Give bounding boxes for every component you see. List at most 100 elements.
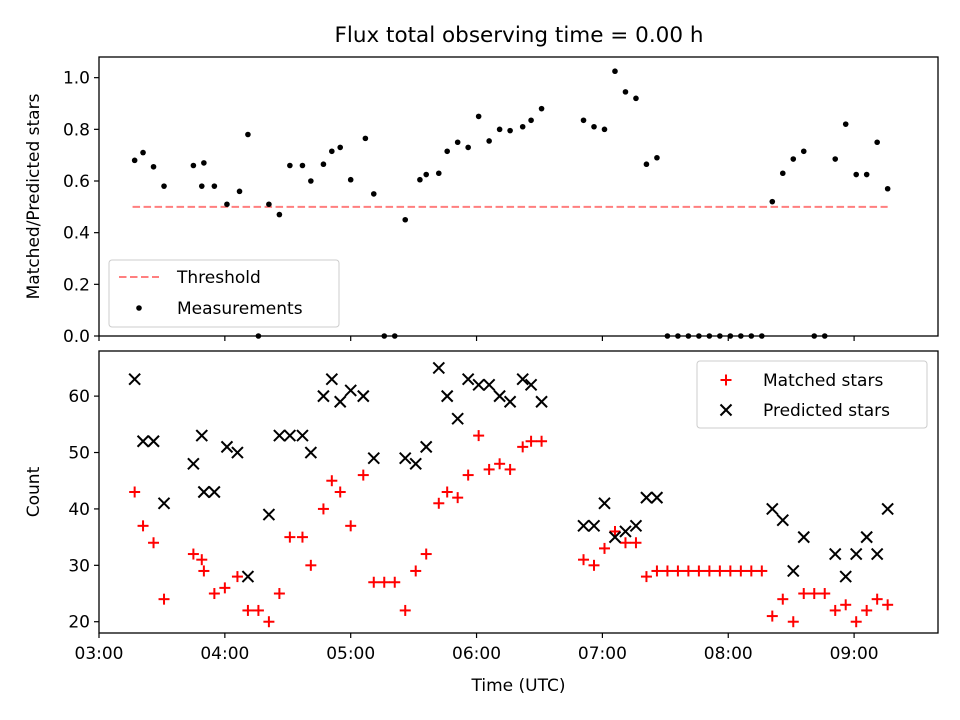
measurement-point (266, 201, 272, 208)
y-axis-label: Matched/Predicted stars (24, 93, 44, 299)
predicted-point (598, 497, 611, 510)
matched-point (452, 492, 464, 504)
matched-point (517, 441, 529, 453)
y-tick-label: 30 (68, 556, 90, 576)
matched-point (504, 463, 516, 475)
ratio-marks (131, 68, 891, 339)
predicted-point-b (860, 530, 873, 544)
measurement-point (475, 113, 482, 120)
predicted-point-b (829, 547, 842, 561)
matched-point (819, 588, 831, 600)
matched-point (317, 503, 329, 515)
predicted-point (451, 412, 464, 425)
measurement-point (347, 176, 354, 183)
predicted-point-b (241, 570, 255, 583)
predicted-point (317, 389, 330, 403)
x-tick-label: 05:00 (326, 644, 375, 664)
legend-box (696, 360, 928, 429)
predicted-point-b (881, 502, 894, 516)
matched-point (473, 430, 485, 442)
predicted-point-b (608, 530, 622, 544)
predicted-point (220, 440, 234, 454)
predicted-point-b (870, 547, 884, 561)
predicted-point-b (432, 361, 446, 375)
matched-point (798, 588, 810, 600)
matched-point (410, 565, 422, 577)
matched-point (536, 435, 548, 447)
x-tick-label: 07:00 (578, 644, 627, 664)
predicted-point (503, 395, 517, 408)
matched-point (137, 520, 149, 532)
matched-point (296, 531, 308, 543)
predicted-point (231, 446, 244, 459)
ratio-panel: 0.0 0.2 0.4 0.6 0.8 1.0 Matched/Predicted star… (24, 56, 939, 347)
matched-point (808, 588, 820, 600)
matched-point (368, 576, 380, 588)
measurement-point (370, 191, 377, 197)
series-measurements (131, 68, 891, 339)
measurement-point (287, 162, 293, 169)
matched-point (598, 542, 610, 554)
predicted-point (325, 372, 339, 386)
matched-point (420, 548, 432, 560)
legend-predicted-label: Predicted stars (763, 401, 890, 421)
matched-point (756, 565, 768, 577)
matched-point (777, 593, 789, 605)
predicted-point (147, 435, 160, 448)
matched-point (861, 604, 873, 616)
predicted-point (608, 530, 622, 544)
measurement-point (362, 135, 369, 142)
count-marks (128, 361, 894, 628)
y-tick-label: 0.4 (63, 224, 90, 244)
measurement-point (832, 156, 839, 162)
matched-point (630, 537, 642, 549)
measurement-point (140, 149, 146, 156)
matched-point (640, 571, 652, 583)
matched-point (231, 571, 243, 583)
predicted-point-b (839, 570, 852, 583)
measurement-point (779, 170, 786, 177)
matched-point (305, 559, 317, 571)
predicted-point (587, 519, 601, 533)
matched-point (129, 486, 141, 498)
legend-threshold-label: Threshold (176, 268, 261, 288)
matched-point (714, 565, 726, 577)
matched-point (242, 604, 254, 616)
measurement-point (211, 183, 218, 189)
measurement-point (402, 216, 409, 223)
predicted-point-b (516, 372, 529, 386)
predicted-point (344, 384, 357, 397)
figure-title: Flux total observing time = 0.00 h (335, 23, 704, 48)
predicted-point-b (220, 440, 234, 454)
predicted-point-b (503, 395, 517, 408)
predicted-point-b (187, 457, 200, 471)
measurement-point (161, 183, 167, 189)
matched-point (619, 537, 631, 549)
predicted-point-b (524, 378, 538, 392)
measurement-point (538, 105, 545, 112)
ratio-axes: 0.0 0.2 0.4 0.6 0.8 1.0 Matched/Predicted star… (24, 56, 939, 347)
x-tick-label: 04:00 (200, 644, 249, 664)
measurement-point (320, 161, 327, 168)
predicted-point (296, 429, 309, 442)
predicted-point-b (440, 389, 454, 403)
predicted-point-b (157, 497, 171, 510)
predicted-point (472, 378, 485, 392)
predicted-point-b (797, 530, 810, 544)
matched-point (525, 435, 537, 447)
predicted-point (187, 457, 200, 471)
measurement-point (423, 171, 430, 178)
matched-point (766, 610, 778, 622)
predicted-point (860, 530, 873, 544)
predicted-point (839, 570, 852, 583)
measurement-point (654, 154, 660, 161)
matched-point (745, 565, 757, 577)
matched-point (578, 554, 590, 566)
plot-frame (98, 56, 939, 337)
predicted-point-b (128, 372, 141, 386)
predicted-point (829, 547, 842, 561)
predicted-point-b (451, 412, 464, 425)
predicted-point (629, 519, 643, 533)
predicted-point (273, 429, 286, 442)
y-tick-label: 0.2 (63, 275, 90, 295)
